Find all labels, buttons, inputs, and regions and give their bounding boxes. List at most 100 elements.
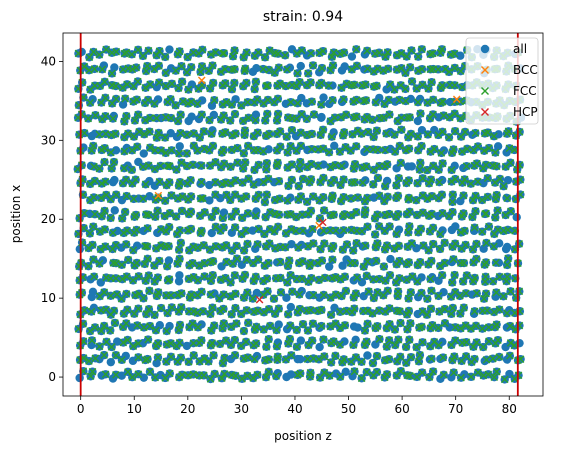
fcc-point <box>77 161 86 170</box>
fcc-point <box>196 68 205 76</box>
fcc-point <box>231 289 240 298</box>
fcc-point <box>346 146 355 155</box>
y-tick-label: 30 <box>41 133 56 147</box>
fcc-point <box>132 226 141 234</box>
fcc-point <box>489 277 497 286</box>
all-point <box>296 355 305 364</box>
fcc-point <box>91 323 99 332</box>
fcc-point <box>463 145 471 153</box>
fcc-point <box>417 289 426 297</box>
fcc-point <box>331 273 340 282</box>
fcc-point <box>460 175 469 184</box>
fcc-point <box>197 161 206 170</box>
fcc-point <box>100 351 108 359</box>
fcc-point <box>167 339 175 348</box>
fcc-point <box>383 193 392 201</box>
fcc-point <box>141 180 150 189</box>
fcc-point <box>152 114 161 122</box>
fcc-point <box>172 165 181 174</box>
fcc-point <box>91 210 99 219</box>
fcc-point <box>408 77 416 86</box>
fcc-point <box>299 227 307 235</box>
fcc-point <box>320 206 328 215</box>
fcc-point <box>173 259 182 268</box>
fcc-point <box>423 166 431 174</box>
fcc-point <box>373 368 381 376</box>
fcc-point <box>393 51 401 60</box>
fcc-point <box>220 49 228 58</box>
fcc-point <box>141 83 150 92</box>
fcc-point <box>134 304 143 313</box>
fcc-point <box>140 130 149 139</box>
fcc-point <box>254 306 262 315</box>
all-point <box>75 373 84 383</box>
fcc-point <box>425 179 433 188</box>
fcc-point <box>111 82 120 90</box>
fcc-point <box>349 246 357 255</box>
fcc-point <box>415 165 424 174</box>
all-point <box>363 351 372 360</box>
fcc-point <box>121 94 130 103</box>
fcc-point <box>249 259 257 267</box>
fcc-point <box>112 190 120 199</box>
fcc-point <box>315 276 323 284</box>
fcc-point <box>485 144 493 152</box>
fcc-point <box>122 290 131 298</box>
all-point <box>175 271 184 280</box>
fcc-point <box>232 242 241 250</box>
legend-label: FCC <box>513 84 537 98</box>
x-axis-label: position z <box>274 429 332 443</box>
fcc-point <box>309 319 317 328</box>
fcc-point <box>91 177 99 185</box>
fcc-point <box>448 198 457 206</box>
legend: all BCC FCC HCP <box>465 37 539 125</box>
fcc-point <box>396 319 405 327</box>
fcc-point <box>284 339 293 348</box>
fcc-point <box>91 111 100 120</box>
fcc-point <box>283 148 292 157</box>
fcc-point <box>423 310 431 319</box>
fcc-point <box>368 309 377 318</box>
fcc-point <box>434 65 442 74</box>
fcc-point <box>440 239 449 247</box>
fcc-point <box>187 98 196 106</box>
fcc-point <box>390 85 399 94</box>
x-tick-label: 20 <box>180 402 195 416</box>
fcc-point <box>227 341 235 349</box>
fcc-point <box>177 239 185 247</box>
fcc-point <box>427 286 436 295</box>
fcc-point <box>208 61 217 70</box>
fcc-point <box>430 338 439 346</box>
legend-label: all <box>513 42 527 56</box>
fcc-point <box>368 115 377 124</box>
fcc-point <box>167 146 176 155</box>
fcc-point <box>373 126 381 135</box>
fcc-point <box>427 304 435 313</box>
fcc-point <box>370 294 378 302</box>
fcc-point <box>240 327 248 335</box>
fcc-point <box>435 307 444 316</box>
fcc-point <box>109 114 117 123</box>
fcc-point <box>363 257 372 266</box>
fcc-point <box>495 353 504 361</box>
fcc-point <box>237 194 246 203</box>
fcc-point <box>504 254 512 263</box>
fcc-point <box>405 307 413 315</box>
all-point <box>512 213 521 222</box>
fcc-point <box>470 307 479 316</box>
fcc-point <box>492 288 501 297</box>
fcc-point <box>233 254 241 263</box>
fcc-point <box>106 214 115 222</box>
fcc-point <box>429 162 438 170</box>
fcc-point <box>456 309 465 318</box>
fcc-point <box>275 177 283 186</box>
fcc-point <box>483 193 492 201</box>
fcc-point <box>491 178 499 187</box>
fcc-point <box>450 81 459 90</box>
fcc-point <box>347 211 356 220</box>
fcc-point <box>510 341 519 350</box>
fcc-point <box>298 46 306 55</box>
fcc-point <box>130 309 139 318</box>
fcc-point <box>417 225 425 233</box>
fcc-point <box>131 116 139 125</box>
